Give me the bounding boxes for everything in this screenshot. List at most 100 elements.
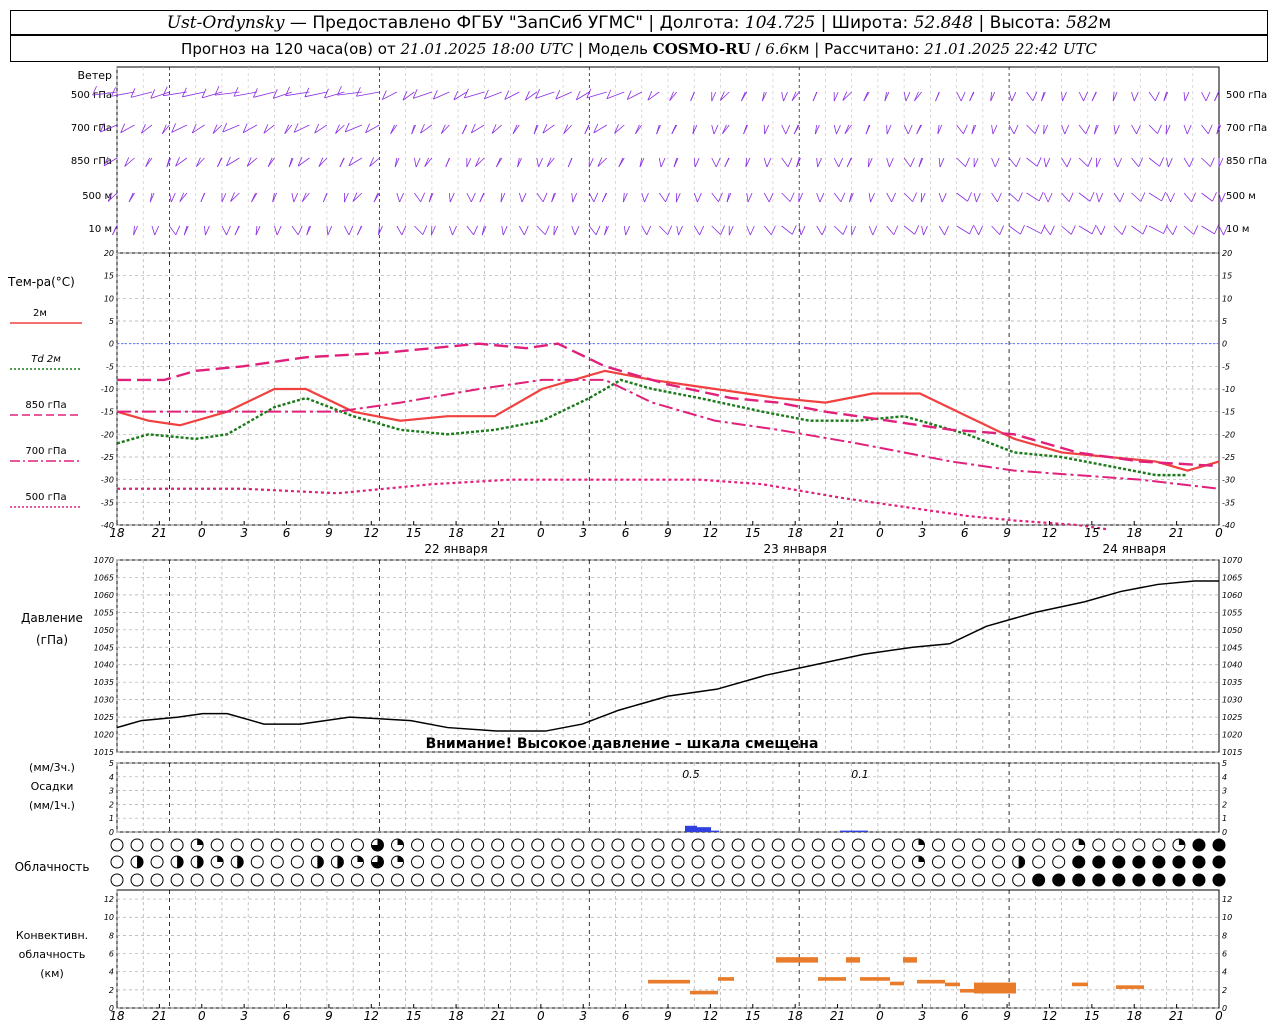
wind-barb bbox=[382, 91, 398, 100]
wind-barb bbox=[938, 192, 943, 203]
x-tick-label: 18 bbox=[109, 1009, 125, 1023]
wind-barb-flag bbox=[678, 225, 683, 236]
cloud-symbol bbox=[1032, 838, 1046, 852]
wind-barb bbox=[314, 124, 328, 134]
pressure-ytick-left: 1035 bbox=[94, 678, 114, 687]
wind-barb bbox=[1078, 157, 1089, 167]
wind-barb-flag bbox=[500, 192, 506, 203]
wind-barb-flag bbox=[1018, 192, 1023, 202]
wind-barb bbox=[816, 225, 823, 236]
wind-barb bbox=[466, 192, 472, 203]
wind-barb-flag bbox=[1117, 157, 1123, 168]
cloud-symbol bbox=[871, 855, 885, 869]
latitude-value: 52.848 bbox=[913, 13, 974, 33]
wind-barb bbox=[396, 225, 403, 236]
pressure-series bbox=[116, 580, 1219, 732]
x-tick-label: 21 bbox=[491, 526, 506, 540]
wind-barb-flag bbox=[1093, 124, 1099, 135]
cloud-symbol bbox=[1012, 838, 1026, 852]
cloud-symbol bbox=[170, 873, 184, 887]
wind-barb bbox=[814, 124, 818, 135]
wind-barb-flag bbox=[1045, 157, 1051, 168]
wind-level-label: 10 м bbox=[89, 224, 112, 235]
cloud-symbol bbox=[711, 855, 725, 869]
x-tick-label: 0 bbox=[537, 526, 545, 540]
wind-barb-flag bbox=[481, 225, 487, 236]
conv-ytick-right: 8 bbox=[1222, 931, 1227, 940]
x-tick-label: 3 bbox=[240, 526, 248, 540]
conv-bars bbox=[648, 957, 1144, 995]
model-resolution: 6.6 bbox=[765, 40, 790, 58]
pressure-ytick-left: 1050 bbox=[94, 626, 114, 635]
precip-ytick-left: 0 bbox=[109, 828, 114, 837]
wind-barb-flag bbox=[1214, 91, 1219, 102]
wind-barb-flag bbox=[149, 192, 155, 203]
wind-barb-flag bbox=[969, 91, 974, 102]
wind-barb-flag bbox=[201, 88, 207, 99]
pressure-ytick-left: 1040 bbox=[94, 661, 114, 670]
wind-barb-flag bbox=[836, 124, 841, 135]
wind-barb bbox=[763, 225, 772, 236]
wind-barb bbox=[990, 91, 993, 102]
wind-barb-flag bbox=[304, 87, 310, 97]
wind-barb-flag bbox=[348, 225, 354, 236]
cloud-symbol bbox=[551, 855, 565, 869]
precip-ytick-right: 3 bbox=[1222, 787, 1227, 796]
x-tick-label: 15 bbox=[1084, 526, 1099, 540]
wind-barb-flag bbox=[1163, 91, 1169, 102]
model-name: COSMO-RU bbox=[652, 40, 751, 58]
wind-barb-flag bbox=[1163, 224, 1168, 234]
wind-barb bbox=[233, 91, 258, 97]
conv-bar bbox=[890, 981, 904, 986]
wind-barb-flag bbox=[960, 91, 966, 102]
pressure-ytick-left: 1015 bbox=[94, 748, 114, 757]
wind-barb-flag bbox=[783, 91, 788, 102]
wind-barb bbox=[501, 225, 504, 236]
wind-barb bbox=[1026, 91, 1034, 102]
wind-barb-flag bbox=[504, 90, 510, 100]
wind-barb bbox=[1166, 192, 1171, 203]
x-tick-label: 12 bbox=[1042, 526, 1057, 540]
cloud-symbol bbox=[771, 838, 785, 852]
conv-ytick-left: 8 bbox=[109, 931, 114, 940]
wind-barb bbox=[576, 91, 590, 101]
wind-barb bbox=[253, 91, 275, 98]
conv-bar bbox=[1072, 982, 1088, 987]
wind-barb bbox=[886, 157, 890, 168]
wind-barb bbox=[973, 192, 977, 203]
cloud-symbol bbox=[290, 855, 304, 869]
cloud-symbol bbox=[651, 838, 665, 852]
precip-ytick-right: 4 bbox=[1222, 773, 1227, 782]
conv-ytick-left: 4 bbox=[109, 968, 114, 977]
wind-barb bbox=[133, 225, 135, 236]
wind-barb-flag bbox=[221, 192, 227, 203]
wind-barb-flag bbox=[205, 225, 210, 236]
wind-barb-flag bbox=[253, 88, 258, 98]
wind-barb bbox=[641, 192, 645, 203]
x-tick-label: 9 bbox=[1003, 1009, 1011, 1023]
wind-barb bbox=[546, 157, 555, 168]
x-tick-label: 9 bbox=[664, 1009, 672, 1023]
temp-ytick-right: -20 bbox=[1222, 430, 1235, 439]
conv-bar bbox=[903, 957, 917, 963]
temp-ytick-right: -35 bbox=[1222, 498, 1235, 507]
wind-barb bbox=[344, 225, 350, 236]
precip-axes: 5 5 4 4 3 3 2 2 1 1 0 0 bbox=[109, 759, 1227, 837]
wind-barb-flag bbox=[584, 124, 590, 135]
wind-barb-flag bbox=[1066, 157, 1072, 168]
wind-barb bbox=[781, 225, 793, 235]
cloud-symbol bbox=[591, 855, 605, 869]
wind-barb-flag bbox=[720, 225, 725, 235]
cloud-symbol bbox=[511, 855, 525, 869]
wind-barb-flag bbox=[1070, 225, 1076, 235]
wind-barb-flag bbox=[614, 124, 619, 134]
wind-barb-flag bbox=[1062, 91, 1067, 102]
wind-barb bbox=[535, 91, 555, 99]
cloud-symbol bbox=[491, 838, 505, 852]
cloud-symbol bbox=[851, 838, 865, 852]
wind-barb bbox=[781, 91, 784, 102]
wind-barb bbox=[162, 124, 170, 135]
wind-barb-flag bbox=[538, 157, 543, 168]
wind-level-label-right: 500 гПа bbox=[1226, 90, 1267, 101]
wind-barb-flag bbox=[992, 124, 998, 135]
